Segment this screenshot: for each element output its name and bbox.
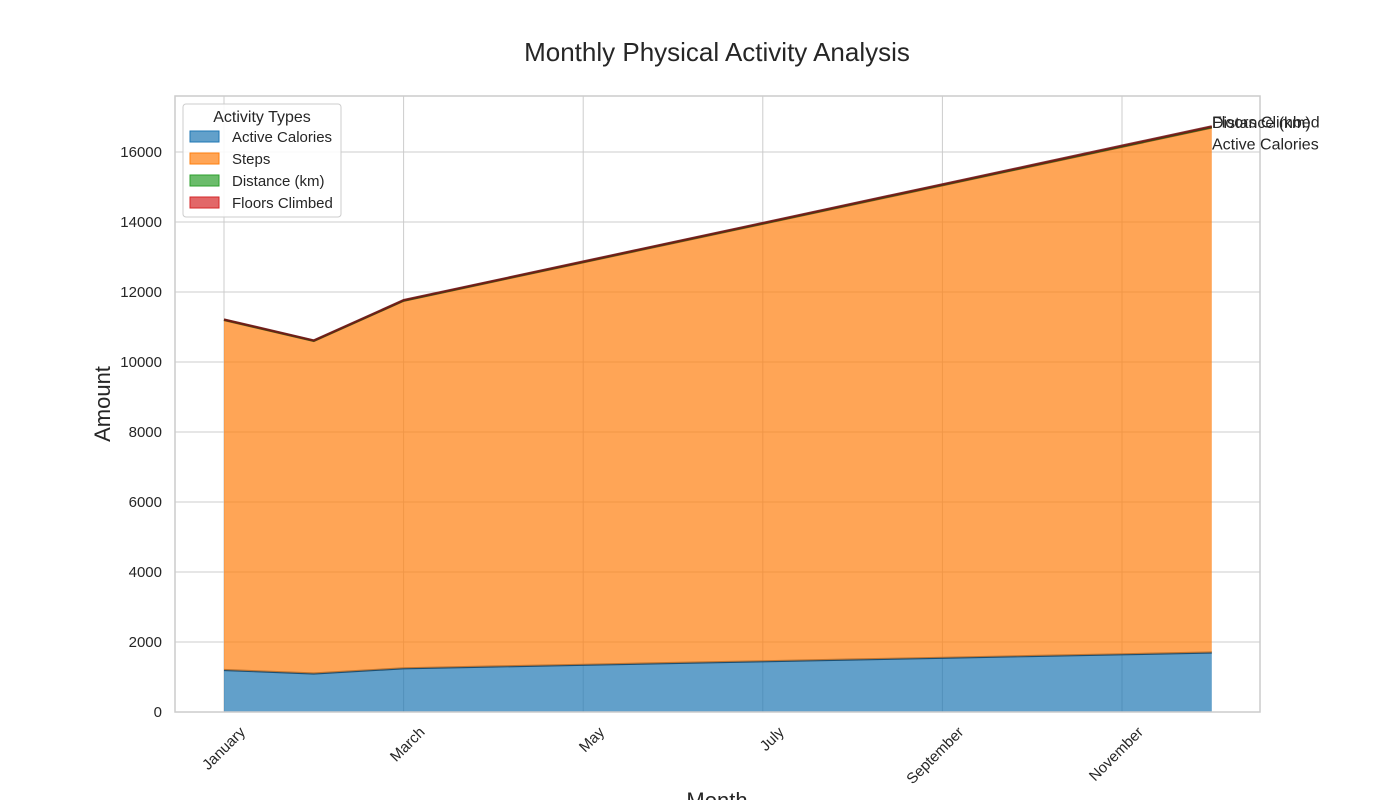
legend-items: Active Calories Steps Distance (km) Floors …	[189, 129, 333, 212]
legend-label: Steps	[232, 151, 270, 168]
x-tick-label: March	[387, 724, 428, 765]
y-tick-label: 16000	[120, 144, 162, 161]
x-tick-label: November	[1086, 724, 1147, 785]
legend-swatch	[189, 152, 220, 165]
y-tick-label: 0	[154, 704, 162, 721]
x-tick-labels: January March May July September November	[199, 723, 1147, 787]
legend-label: Distance (km)	[232, 173, 325, 190]
legend-label: Floors Climbed	[232, 195, 333, 212]
x-tick-label: September	[903, 724, 967, 788]
y-tick-label: 8000	[129, 424, 162, 441]
x-tick-label: July	[757, 723, 788, 754]
y-tick-label: 4000	[129, 564, 162, 581]
end-label: Floors Climbed	[1212, 114, 1320, 131]
end-label: Active Calories	[1212, 136, 1319, 153]
area-steps	[224, 127, 1212, 674]
x-tick-label: January	[199, 723, 249, 773]
x-tick-label: May	[576, 723, 608, 755]
y-tick-label: 6000	[129, 494, 162, 511]
legend-box	[182, 103, 342, 218]
legend: Activity Types Active Calories Steps Dista…	[182, 103, 342, 218]
y-axis-label: Amount	[90, 366, 115, 442]
y-tick-label: 12000	[120, 284, 162, 301]
area-layer	[223, 125, 1213, 712]
y-tick-label: 14000	[120, 214, 162, 231]
y-tick-labels: 0 2000 4000 6000 8000 10000 12000 14000 16000	[120, 144, 162, 721]
x-axis-label: Month	[686, 788, 747, 800]
y-tick-label: 2000	[129, 634, 162, 651]
legend-swatch	[189, 196, 220, 209]
legend-swatch	[189, 130, 220, 143]
line-floors-climbed	[223, 125, 1213, 342]
legend-title: Activity Types	[213, 109, 311, 126]
y-tick-label: 10000	[120, 354, 162, 371]
line-active-calories	[223, 651, 1212, 675]
chart-title: Monthly Physical Activity Analysis	[524, 37, 910, 67]
legend-swatch	[189, 174, 220, 187]
end-labels: Active Calories Distance (km)Floors Climb…	[1212, 114, 1320, 153]
end-label: Distance (km)	[1212, 115, 1311, 132]
plot-frame	[174, 95, 1261, 713]
legend-label: Active Calories	[232, 129, 332, 146]
